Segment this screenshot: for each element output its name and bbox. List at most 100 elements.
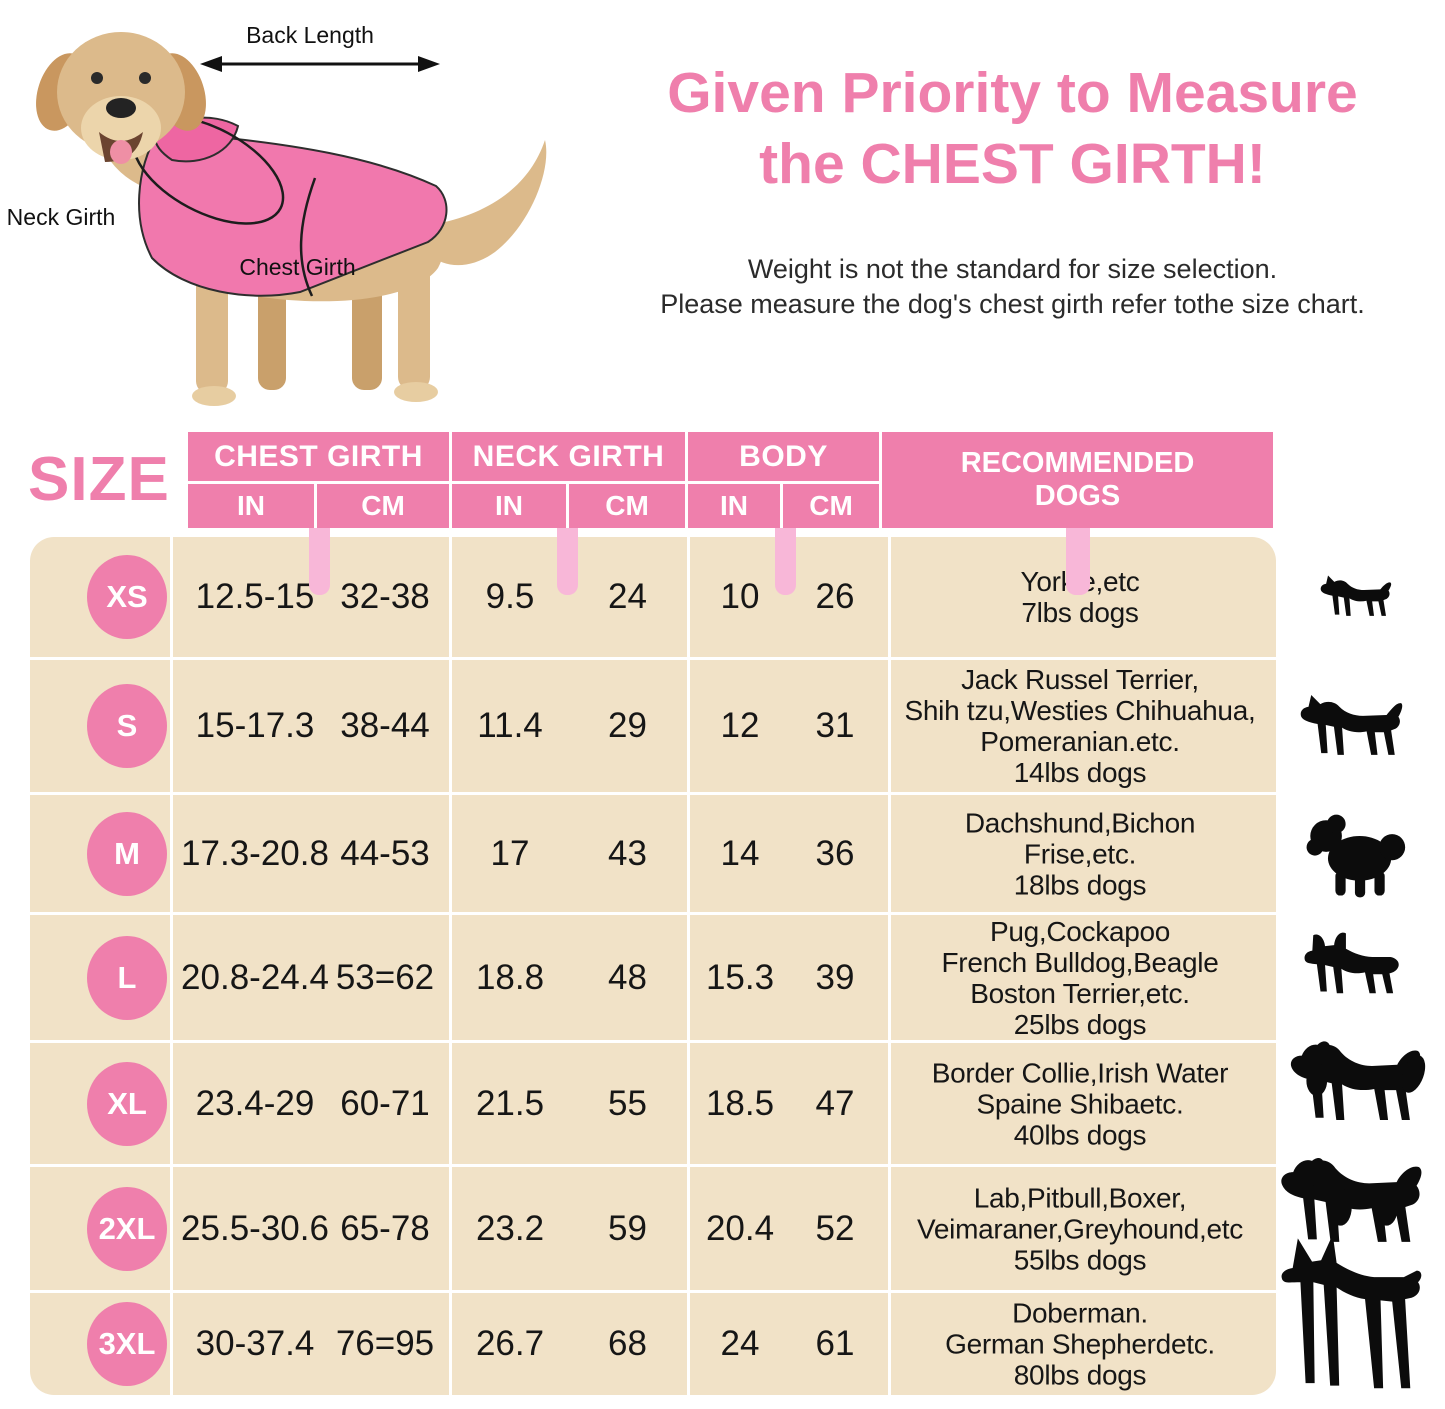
neck-girth-label: Neck Girth (6, 204, 116, 230)
chest-cm-value: 76=95 (335, 1324, 435, 1363)
dog-hind-leg-far (352, 270, 382, 390)
table-row-l: L 20.8-24.4 53=62 18.8 48 15.3 39 Pug,Co… (30, 912, 1276, 1040)
headline-block: Given Priority to Measure the CHEST GIRT… (585, 58, 1440, 322)
neck-in-value: 11.4 (477, 706, 543, 745)
bichon-silhouette-icon (1298, 810, 1410, 903)
chest-cm-value: 53=62 (335, 957, 435, 997)
table-row-m: M 17.3-20.8 44-53 17 43 14 36 Dachshund,… (30, 792, 1276, 912)
neck-cm-value: 48 (608, 957, 647, 997)
recommended-dogs-value: Lab,Pitbull,Boxer, Veimaraner,Greyhound,… (917, 1182, 1243, 1275)
body-cm-value: 52 (815, 1208, 855, 1248)
header-connector-tab (775, 528, 796, 595)
dog-eye-right (139, 72, 151, 84)
header-connector-tab (1066, 528, 1090, 595)
chest-in-value: 17.3-20.8 (181, 833, 329, 873)
chest-girth-cord (299, 177, 317, 297)
headline-line1: Given Priority to Measure (667, 61, 1358, 125)
chest-in-value: 25.5-30.6 (181, 1208, 329, 1248)
dog-tail (430, 140, 547, 266)
table-row-3xl: 3XL 30-37.4 76=95 26.7 68 24 61 Doberman… (30, 1290, 1276, 1395)
dog-nose (106, 98, 136, 118)
chest-girth-header: CHEST GIRTH (188, 432, 449, 481)
body-in-value: 24 (720, 1324, 760, 1363)
column-divider (170, 537, 173, 1395)
body-header: BODY (688, 432, 879, 481)
body-cm-value: 39 (815, 957, 855, 997)
chest-girth-label: Chest Girth (239, 254, 356, 280)
size-badge: 3XL (87, 1302, 167, 1386)
back-length-arrow (200, 56, 440, 72)
border-collie-silhouette-icon (1282, 1028, 1432, 1143)
chest-in-value: 15-17.3 (195, 706, 315, 745)
body-cm-value: 61 (815, 1324, 855, 1363)
size-badge: L (87, 935, 167, 1020)
neck-cm-value: 43 (608, 833, 647, 873)
jack-russell-silhouette-icon (1294, 684, 1412, 775)
dog-eye-left (91, 72, 103, 84)
neck-cm-unit-header: CM (569, 484, 685, 528)
chest-in-unit-header: IN (188, 484, 314, 528)
neck-in-value: 21.5 (475, 1083, 545, 1123)
spaniel-silhouette-icon (1272, 1142, 1434, 1267)
header-connector-tab (557, 528, 578, 595)
note-line2: Please measure the dog's chest girth ref… (660, 289, 1365, 319)
size-badge: XS (87, 555, 167, 639)
headline-line2: the CHEST GIRTH! (759, 132, 1266, 196)
chest-cm-value: 32-38 (340, 577, 430, 616)
recommended-dogs-value: Dachshund,Bichon Frise,etc. 18lbs dogs (964, 807, 1196, 900)
body-in-value: 10 (720, 577, 760, 616)
neck-in-value: 9.5 (485, 577, 535, 616)
body-cm-unit-header: CM (783, 484, 879, 528)
chest-cm-value: 44-53 (340, 833, 430, 873)
chest-cm-value: 60-71 (340, 1083, 430, 1123)
table-row-2xl: 2XL 25.5-30.6 65-78 23.2 59 20.4 52 Lab,… (30, 1164, 1276, 1290)
chest-in-value: 20.8-24.4 (181, 957, 329, 997)
chest-cm-unit-header: CM (317, 484, 449, 528)
yorkie-silhouette-icon (1316, 568, 1398, 631)
size-badge: M (87, 811, 167, 896)
back-length-label: Back Length (246, 22, 374, 48)
body-cm-value: 26 (815, 577, 855, 616)
neck-in-value: 23.2 (475, 1208, 545, 1248)
neck-in-value: 18.8 (475, 957, 545, 997)
table-row-s: S 15-17.3 38-44 11.4 29 12 31 Jack Russe… (30, 657, 1276, 792)
body-cm-value: 36 (815, 833, 855, 873)
size-badge: 2XL (87, 1186, 167, 1271)
dog-tongue (110, 140, 132, 164)
body-in-unit-header: IN (688, 484, 780, 528)
body-in-value: 14 (720, 833, 760, 873)
chest-cm-value: 38-44 (340, 706, 430, 745)
chest-in-value: 12.5-15 (195, 577, 315, 616)
dog-photo-illustration (36, 32, 547, 406)
body-in-value: 20.4 (705, 1208, 775, 1248)
size-badge: XL (87, 1061, 167, 1146)
header-connector-tab (309, 528, 330, 595)
neck-cm-value: 24 (608, 577, 647, 616)
neck-in-value: 17 (490, 833, 530, 873)
recommended-dogs-header: RECOMMENDED DOGS (882, 432, 1273, 528)
dog-hind-leg (398, 262, 430, 390)
table-row-xl: XL 23.4-29 60-71 21.5 55 18.5 47 Border … (30, 1040, 1276, 1164)
recommended-dogs-value: Doberman. German Shepherdetc. 80lbs dogs (945, 1297, 1215, 1391)
french-bulldog-silhouette-icon (1296, 926, 1414, 1017)
body-in-value: 15.3 (705, 957, 775, 997)
column-divider (888, 537, 891, 1395)
neck-cm-value: 68 (608, 1324, 647, 1363)
chest-in-value: 23.4-29 (195, 1083, 315, 1123)
dog-front-paw (192, 386, 236, 406)
neck-in-unit-header: IN (452, 484, 566, 528)
neck-in-value: 26.7 (475, 1324, 545, 1363)
dog-measure-diagram: Back Length Neck Girth Chest Girth (0, 0, 580, 430)
size-table-body: XS 12.5-15 32-38 9.5 24 10 26 Yorkie,etc… (30, 537, 1276, 1395)
pink-vest (138, 130, 448, 297)
column-divider (687, 537, 690, 1395)
recommended-dogs-value: Pug,Cockapoo French Bulldog,Beagle Bosto… (941, 915, 1219, 1040)
column-divider (449, 537, 452, 1395)
neck-girth-header: NECK GIRTH (452, 432, 685, 481)
body-cm-value: 47 (815, 1083, 855, 1123)
neck-cm-value: 29 (608, 706, 647, 745)
body-cm-value: 31 (815, 706, 855, 745)
chest-cm-value: 65-78 (340, 1208, 430, 1248)
recommended-dogs-value: Jack Russel Terrier, Shih tzu,Westies Ch… (904, 664, 1256, 788)
